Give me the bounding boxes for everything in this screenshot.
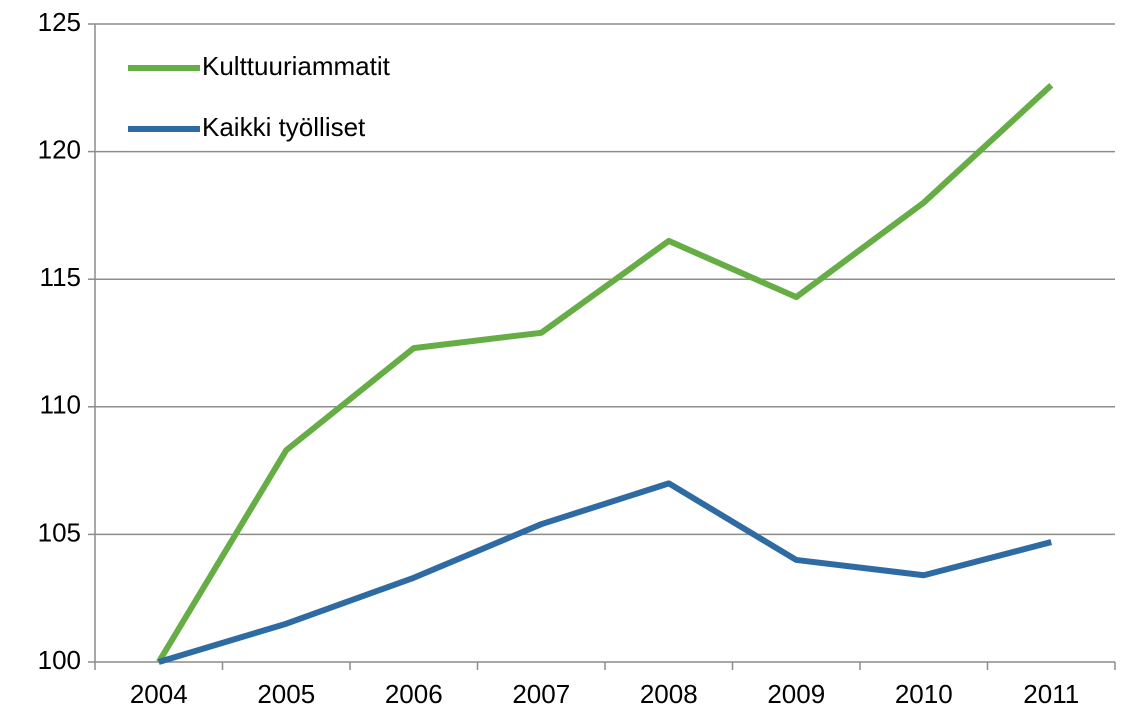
x-tick-label: 2008 — [640, 679, 698, 709]
x-tick-label: 2009 — [767, 679, 825, 709]
x-tick-label: 2007 — [512, 679, 570, 709]
legend-label: Kaikki työlliset — [202, 112, 366, 142]
y-tick-label: 110 — [40, 390, 81, 420]
y-tick-label: 125 — [38, 7, 81, 37]
y-tick-label: 120 — [38, 134, 81, 164]
y-tick-label: 100 — [38, 645, 81, 675]
x-tick-label: 2011 — [1023, 679, 1079, 709]
series-line — [156, 83, 1054, 664]
series-line — [157, 480, 1053, 665]
y-tick-label: 115 — [40, 262, 81, 292]
x-tick-label: 2010 — [895, 679, 953, 709]
x-tick-label: 2005 — [257, 679, 315, 709]
legend-label: Kulttuuriammatit — [202, 51, 391, 81]
x-tick-label: 2004 — [130, 679, 188, 709]
x-tick-label: 2006 — [385, 679, 443, 709]
y-tick-label: 105 — [38, 517, 81, 547]
